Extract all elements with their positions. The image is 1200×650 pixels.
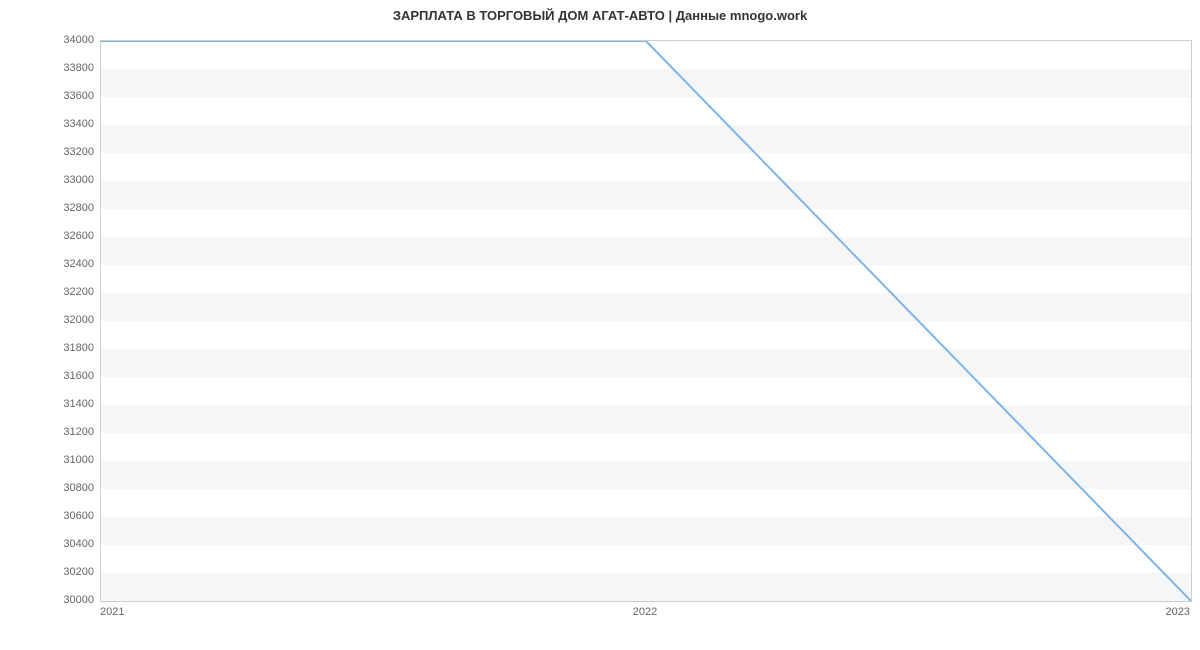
y-axis-labels: 3000030200304003060030800310003120031400… — [0, 40, 94, 600]
chart-title: ЗАРПЛАТА В ТОРГОВЫЙ ДОМ АГАТ-АВТО | Данн… — [0, 8, 1200, 23]
y-tick-label: 32600 — [63, 230, 94, 242]
y-tick-label: 33800 — [63, 62, 94, 74]
y-tick-label: 30400 — [63, 538, 94, 550]
y-tick-label: 33600 — [63, 90, 94, 102]
series-salary — [101, 41, 1191, 601]
y-tick-label: 30600 — [63, 510, 94, 522]
y-tick-label: 31400 — [63, 398, 94, 410]
y-tick-label: 32800 — [63, 202, 94, 214]
y-tick-label: 32000 — [63, 314, 94, 326]
x-axis-labels: 2021 2022 2023 — [100, 606, 1190, 626]
y-tick-label: 31000 — [63, 454, 94, 466]
x-tick-label: 2023 — [1166, 606, 1190, 618]
y-tick-label: 33400 — [63, 118, 94, 130]
y-tick-label: 32400 — [63, 258, 94, 270]
x-tick-label: 2022 — [633, 606, 657, 618]
y-tick-label: 33200 — [63, 146, 94, 158]
y-tick-label: 30200 — [63, 566, 94, 578]
salary-chart: ЗАРПЛАТА В ТОРГОВЫЙ ДОМ АГАТ-АВТО | Данн… — [0, 0, 1200, 650]
y-tick-label: 34000 — [63, 34, 94, 46]
y-tick-label: 33000 — [63, 174, 94, 186]
y-tick-label: 31600 — [63, 370, 94, 382]
y-tick-label: 31800 — [63, 342, 94, 354]
plot-area — [100, 40, 1192, 602]
y-tick-label: 32200 — [63, 286, 94, 298]
line-layer — [101, 41, 1191, 601]
x-tick-label: 2021 — [100, 606, 124, 618]
y-tick-label: 30000 — [63, 594, 94, 606]
y-tick-label: 31200 — [63, 426, 94, 438]
y-tick-label: 30800 — [63, 482, 94, 494]
